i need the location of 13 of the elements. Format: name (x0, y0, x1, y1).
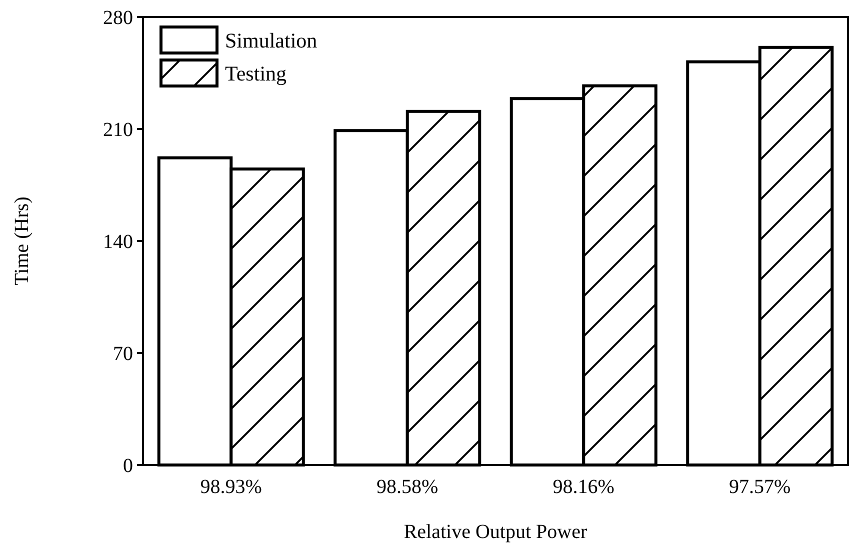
legend-label: Testing (225, 61, 288, 86)
y-tick-label: 210 (103, 119, 133, 141)
y-tick-label: 70 (113, 343, 133, 365)
legend-label: Simulation (225, 28, 318, 52)
y-tick-label: 0 (123, 455, 133, 477)
y-tick-label: 280 (103, 7, 133, 29)
y-tick-label: 140 (103, 231, 133, 253)
x-tick-label: 98.16% (552, 476, 614, 498)
x-tick-label: 98.93% (200, 476, 262, 498)
x-tick-label: 98.58% (376, 476, 438, 498)
x-tick-label: 97.57% (729, 476, 791, 498)
x-axis-title: Relative Output Power (404, 521, 588, 543)
y-axis-title: Time (Hrs) (11, 196, 33, 286)
